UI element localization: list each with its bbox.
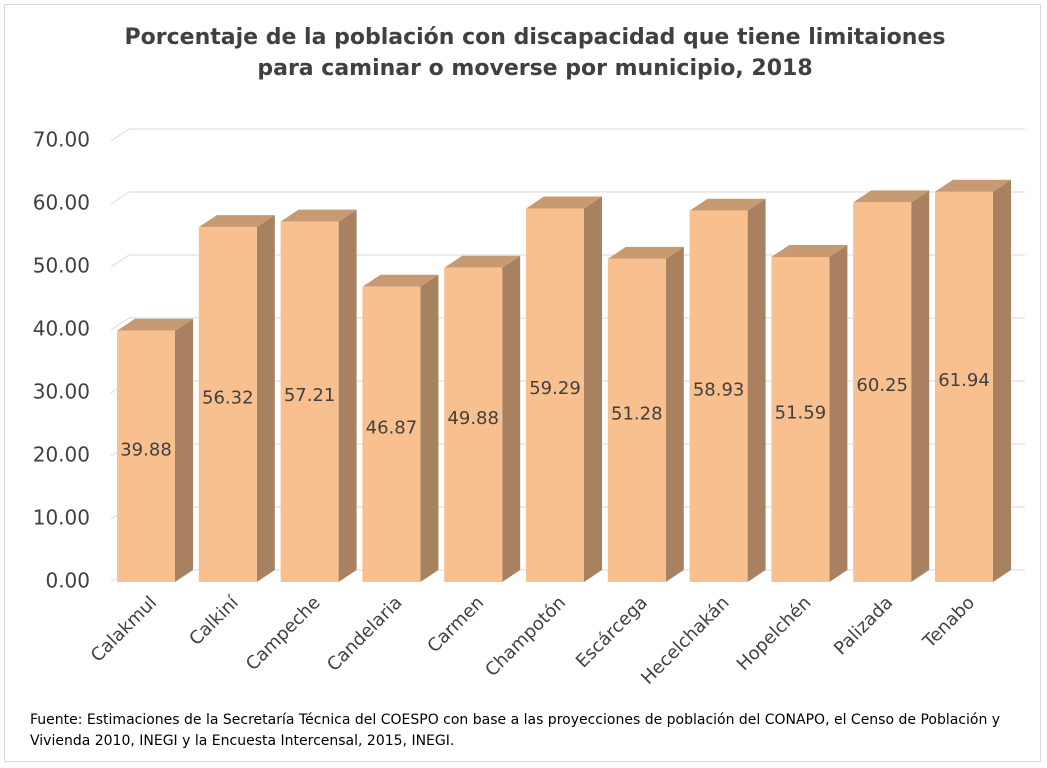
value-label: 58.93 <box>693 379 745 400</box>
y-tick-label: 20.00 <box>33 443 90 467</box>
y-tick-label: 70.00 <box>33 128 90 152</box>
bar <box>607 258 666 582</box>
bar-side <box>584 196 602 582</box>
value-label: 46.87 <box>366 417 418 438</box>
bar-top <box>607 246 684 259</box>
x-tick-label: Calkiní <box>185 592 243 650</box>
bar-top <box>117 318 193 331</box>
bar-side <box>911 190 930 583</box>
grid-line <box>110 191 1025 205</box>
bar-side <box>420 274 439 582</box>
bar <box>198 227 257 582</box>
source-note: Fuente: Estimaciones de la Secretaría Té… <box>30 712 1001 749</box>
value-label: 49.88 <box>447 408 499 429</box>
bar-side <box>175 318 193 582</box>
bar <box>117 330 175 582</box>
bar-side <box>747 198 766 582</box>
bar-side <box>502 255 521 583</box>
y-tick-label: 0.00 <box>45 569 90 593</box>
bar-top <box>444 255 521 268</box>
x-tick-label: Calakmul <box>87 592 161 666</box>
value-label: 59.29 <box>529 378 581 399</box>
x-tick-label: Palizada <box>830 592 897 659</box>
value-label: 57.21 <box>284 385 336 406</box>
bar <box>853 202 912 583</box>
bar-side <box>829 244 848 582</box>
chart-border <box>4 4 1041 762</box>
bar-top <box>771 244 848 257</box>
value-label: 51.59 <box>775 402 827 423</box>
y-tick-label: 40.00 <box>33 317 90 341</box>
value-label: 61.94 <box>938 370 990 391</box>
x-tick-label: Candelaria <box>323 592 406 675</box>
bar <box>935 191 993 582</box>
bar <box>362 286 421 582</box>
y-tick-label: 30.00 <box>33 380 90 404</box>
value-label: 51.28 <box>611 403 663 424</box>
bar <box>689 210 748 582</box>
y-tick-label: 50.00 <box>33 254 90 278</box>
bar-top <box>362 274 439 287</box>
chart-title: Porcentaje de la población con discapaci… <box>124 25 946 81</box>
bar-side <box>338 209 357 582</box>
x-tick-label: Champotón <box>481 592 570 681</box>
x-tick-label: Tenabo <box>918 592 979 653</box>
x-tick-label: Escárcega <box>572 592 652 672</box>
x-tick-label: Hopelchén <box>733 592 816 675</box>
x-tick-label: Hecelchakán <box>637 592 733 688</box>
bar-top <box>198 215 275 228</box>
value-label: 60.25 <box>856 375 908 396</box>
y-tick-label: 10.00 <box>33 506 90 530</box>
bar <box>526 208 584 582</box>
x-tick-label: Campeche <box>242 592 325 675</box>
bar-top <box>689 198 766 211</box>
bar-top <box>935 179 1011 192</box>
bar <box>444 267 503 582</box>
value-label: 39.88 <box>120 439 172 460</box>
bar-side <box>256 215 275 582</box>
bar-side <box>993 179 1011 582</box>
y-tick-label: 60.00 <box>33 191 90 215</box>
bar <box>771 256 830 582</box>
bar-side <box>665 246 684 582</box>
bar <box>280 221 339 582</box>
bar-top <box>853 190 930 203</box>
value-label: 56.32 <box>202 388 254 409</box>
x-tick-label: Carmen <box>423 592 488 657</box>
grid-line <box>110 128 1025 142</box>
bar-top <box>526 196 602 209</box>
bar-top <box>280 209 357 222</box>
